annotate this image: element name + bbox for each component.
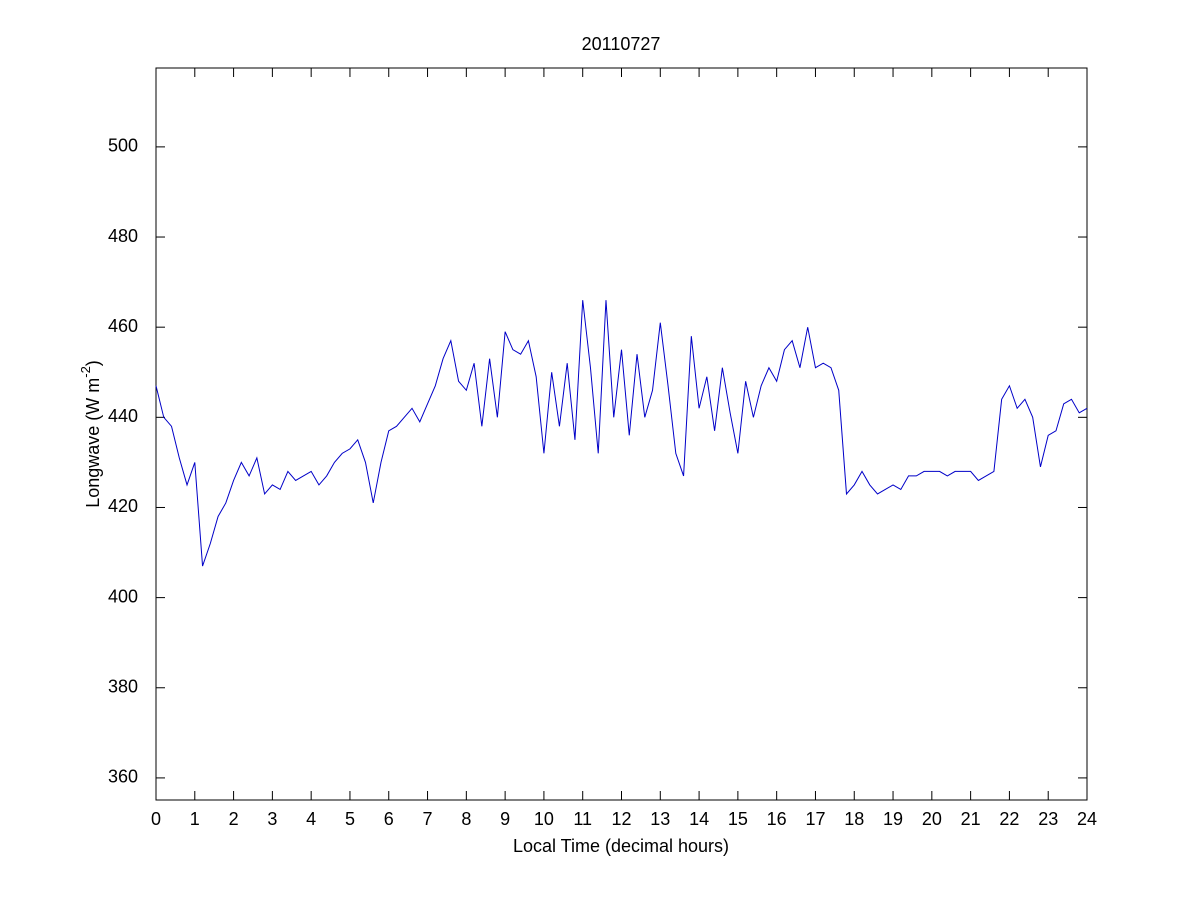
- x-axis-label: Local Time (decimal hours): [513, 836, 729, 856]
- x-tick-label: 2: [229, 809, 239, 829]
- y-tick-label: 400: [108, 586, 138, 606]
- x-tick-label: 14: [689, 809, 709, 829]
- x-tick-label: 21: [961, 809, 981, 829]
- x-tick-label: 18: [844, 809, 864, 829]
- y-tick-label: 500: [108, 136, 138, 156]
- x-tick-label: 10: [534, 809, 554, 829]
- x-tick-label: 13: [650, 809, 670, 829]
- chart-title: 20110727: [582, 34, 661, 54]
- y-axis-label-exponent: -2: [78, 366, 93, 378]
- x-tick-label: 12: [611, 809, 631, 829]
- x-tick-label: 24: [1077, 809, 1097, 829]
- x-tick-label: 19: [883, 809, 903, 829]
- x-tick-label: 6: [384, 809, 394, 829]
- y-tick-label: 420: [108, 496, 138, 516]
- x-tick-label: 1: [190, 809, 200, 829]
- y-tick-label: 440: [108, 406, 138, 426]
- y-tick-label: 360: [108, 767, 138, 787]
- x-tick-label: 5: [345, 809, 355, 829]
- x-tick-label: 23: [1038, 809, 1058, 829]
- x-tick-label: 0: [151, 809, 161, 829]
- x-tick-label: 7: [423, 809, 433, 829]
- y-axis-label: Longwave (W m-2): [78, 360, 102, 508]
- y-tick-label: 380: [108, 677, 138, 697]
- data-line: [155, 300, 1088, 567]
- y-axis-label-text: Longwave (W m: [83, 378, 103, 508]
- x-tick-label: 3: [267, 809, 277, 829]
- x-tick-label: 11: [573, 809, 592, 829]
- y-tick-label: 460: [108, 316, 138, 336]
- x-tick-label: 9: [500, 809, 510, 829]
- y-axis-label-close: ): [83, 360, 103, 366]
- x-tick-label: 17: [805, 809, 825, 829]
- x-tick-label: 22: [999, 809, 1019, 829]
- x-tick-label: 4: [306, 809, 316, 829]
- x-tick-label: 15: [728, 809, 748, 829]
- x-tick-label: 16: [767, 809, 787, 829]
- y-tick-label: 480: [108, 226, 138, 246]
- x-tick-label: 20: [922, 809, 942, 829]
- x-tick-label: 8: [461, 809, 471, 829]
